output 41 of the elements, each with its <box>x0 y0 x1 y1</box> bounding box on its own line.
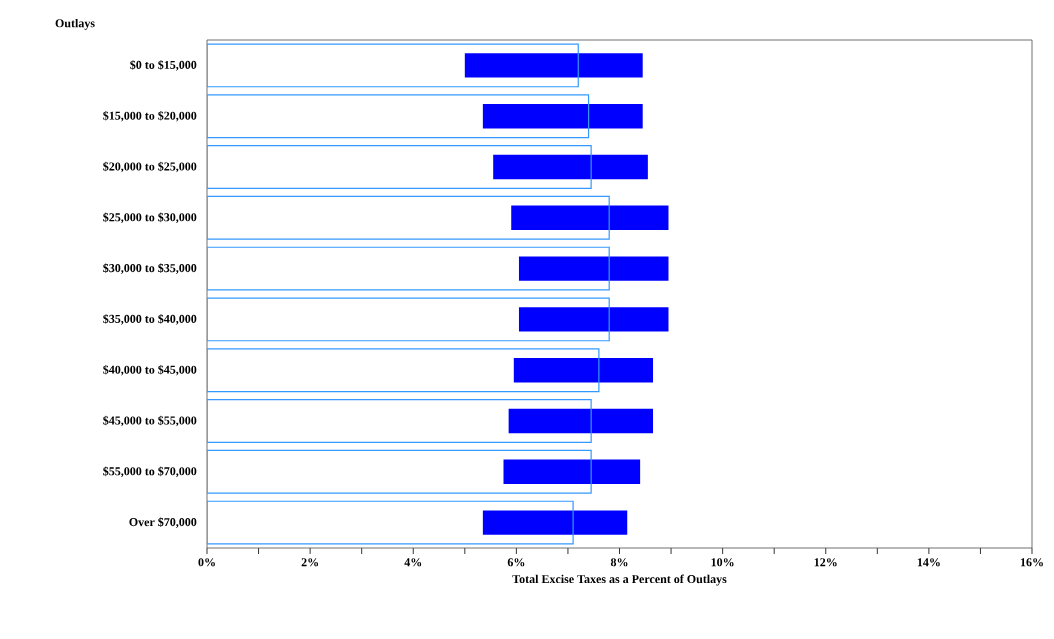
bar <box>508 408 654 434</box>
bar <box>207 449 592 494</box>
bar <box>493 154 648 180</box>
y-tick-label: $55,000 to $70,000 <box>103 466 197 478</box>
bar <box>482 104 643 129</box>
x-axis-title: Total Excise Taxes as a Percent of Outlays <box>512 574 727 586</box>
bar <box>207 246 610 291</box>
x-tick-label: 2% <box>301 558 318 567</box>
y-tick-label: $0 to $15,000 <box>130 60 197 71</box>
y-tick-label: $20,000 to $25,000 <box>103 161 197 173</box>
bar <box>207 43 579 88</box>
y-tick-label: $30,000 to $35,000 <box>103 263 197 274</box>
bar <box>511 205 669 230</box>
x-tick-label: 10% <box>711 558 734 567</box>
x-tick-label: 4% <box>404 558 422 567</box>
y-tick-label: $45,000 to $55,000 <box>103 415 197 427</box>
y-tick-label: $40,000 to $45,000 <box>103 364 197 376</box>
bar <box>207 297 610 342</box>
x-tick-label: 8% <box>610 558 628 567</box>
x-tick-label: 0% <box>198 558 215 567</box>
x-tick-label: 6% <box>507 558 525 567</box>
bar <box>503 459 641 484</box>
x-tick-label: 14% <box>917 558 940 567</box>
bar <box>207 348 600 393</box>
bar <box>518 307 669 332</box>
bar <box>207 94 590 139</box>
bar <box>482 510 628 535</box>
bar <box>207 500 574 545</box>
bar <box>207 399 592 443</box>
y-tick-label: $15,000 to $20,000 <box>103 110 197 122</box>
y-axis-title: Outlays <box>55 18 95 30</box>
y-tick-label: Over $70,000 <box>129 517 197 528</box>
x-tick-label: 12% <box>814 558 837 567</box>
bar <box>207 145 592 189</box>
bar <box>513 358 654 383</box>
y-tick-label: $35,000 to $40,000 <box>103 314 197 325</box>
x-tick-label: 16% <box>1020 558 1043 567</box>
bar <box>464 53 643 78</box>
y-tick-label: $25,000 to $30,000 <box>103 212 197 224</box>
bar <box>518 256 669 281</box>
bar <box>207 195 610 240</box>
